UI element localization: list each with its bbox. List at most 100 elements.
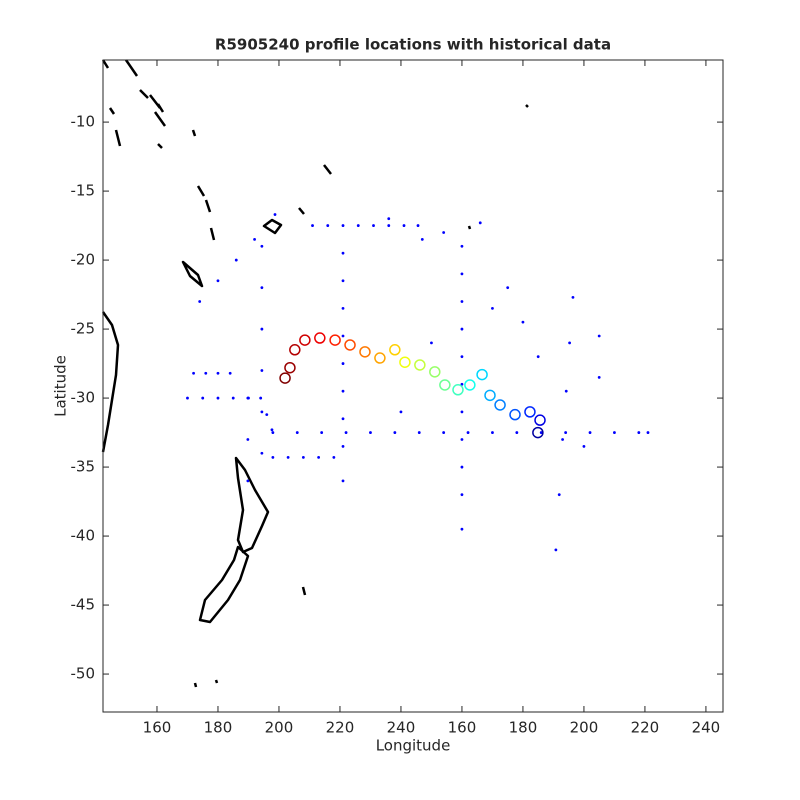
historical-point [234,258,238,262]
historical-point [270,428,274,432]
historical-point [460,410,464,414]
profile-location [439,379,451,391]
x-tick-label: 160 [143,719,172,737]
x-tick-label: 200 [265,719,294,737]
historical-point [597,375,601,379]
historical-point [568,341,572,345]
historical-point [231,396,235,400]
historical-point [228,371,232,375]
historical-point [201,396,205,400]
historical-point [597,334,601,338]
vanuatu [196,185,216,241]
profile-location [494,399,506,411]
y-tick-label: -15 [71,182,96,200]
historical-point [260,410,264,414]
historical-point [491,431,494,434]
historical-point [341,334,345,338]
historical-point [301,456,305,459]
axes-box [102,59,724,713]
historical-point [460,272,464,276]
historical-point [536,355,540,359]
historical-point [460,355,464,359]
new-caledonia [181,260,204,288]
profile-location [329,334,341,346]
historical-point [521,320,525,324]
historical-point [295,431,299,434]
historical-point [613,431,616,434]
historical-point [637,431,641,434]
historical-point [198,300,202,303]
historical-point [253,237,256,241]
y-tick-label: -50 [71,665,96,683]
historical-point [246,438,250,441]
profile-location [389,344,401,356]
nz-north-island [234,456,270,554]
profile-location [299,334,311,346]
profile-location [289,344,301,356]
historical-point [571,295,575,299]
x-tick-label: 240 [387,719,416,737]
historical-point [557,493,561,497]
profile-location [484,389,496,402]
historical-point [320,431,324,434]
chart-title: R5905240 profile locations with historic… [215,36,611,54]
historical-point [402,224,406,227]
historical-point [311,224,314,227]
historical-point [341,224,345,227]
historical-point [430,341,433,345]
y-axis-label: Latitude [52,355,70,417]
historical-point [515,431,519,434]
profile-location [414,359,426,371]
historical-point [341,279,345,283]
historical-point [246,396,250,400]
historical-point [460,300,464,303]
profile-location [532,426,544,439]
y-tick-label: -35 [71,458,96,476]
historical-point [460,327,464,331]
historical-point [442,431,446,434]
historical-point [564,431,568,434]
historical-point [466,431,470,434]
historical-point [393,431,397,434]
profile-location [524,406,536,418]
historical-point [341,362,345,365]
historical-point [192,371,195,375]
historical-point [416,224,420,227]
historical-point [216,371,220,375]
historical-point [387,224,391,227]
historical-point [582,444,586,448]
historical-point [216,279,220,283]
historical-point [259,396,263,400]
historical-point [417,431,421,434]
y-tick-label: -30 [71,389,96,407]
profile-location [374,352,386,364]
historical-point [539,431,543,434]
historical-point [286,456,290,459]
historical-point [646,431,650,434]
profile-location [534,414,546,426]
historical-point [442,231,446,234]
fiji [262,218,283,235]
nz-south-island [198,545,250,624]
historical-point [271,431,275,434]
profile-location [452,384,464,396]
historical-point [341,389,345,393]
historical-point [460,244,464,248]
historical-point [506,286,510,290]
small-islands [193,104,529,688]
x-tick-label: 180 [509,719,538,737]
x-tick-label: 240 [692,719,721,737]
historical-point [260,244,264,248]
x-tick-label: 180 [204,719,233,737]
historical-point [369,431,372,434]
historical-point [260,451,264,455]
profile-location [344,339,356,351]
profile-location [279,372,291,384]
historical-point [332,456,336,459]
historical-point [260,327,264,331]
historical-point [420,237,424,241]
historical-point [273,213,277,216]
coastlines [101,59,529,688]
y-tick-label: -40 [71,527,96,545]
historical-point [561,438,564,441]
